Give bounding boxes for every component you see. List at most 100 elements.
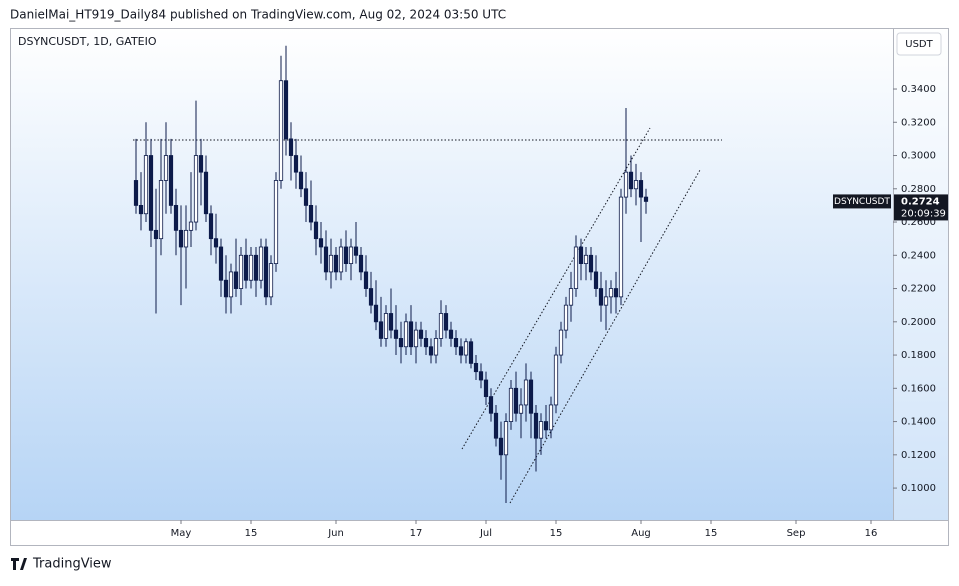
candle-body [208,213,214,240]
candle-body [198,155,204,173]
y-tick-label: 0.2600 [901,217,936,228]
candle-body [583,254,589,265]
candle-body [168,155,174,206]
x-tick-label: Aug [631,528,651,539]
candle-body [503,421,509,456]
candle-body [538,421,544,439]
chart-frame [10,28,949,521]
candle-body [603,296,609,306]
candle-body [143,155,149,215]
y-tick-label: 0.3400 [901,84,936,95]
candle-body [268,263,274,298]
candle-body [333,254,339,273]
candle-body [303,188,309,206]
symbol-tag-label: DSYNCUSDT [834,197,890,207]
candle-body [528,379,534,414]
candle-body [233,271,239,289]
candle-body [463,341,469,356]
candle-body [438,313,444,339]
candle-body [348,246,354,265]
candle-body [578,246,584,265]
x-tick-label: 15 [245,528,258,539]
candle-body [263,246,269,298]
candle-body [398,338,404,348]
candle-body [423,338,429,348]
candle-body [388,313,394,331]
candle-body [618,196,624,298]
candle-body [598,288,604,306]
candle-body [588,254,594,273]
currency-label: USDT [905,39,933,50]
candle-body [173,205,179,231]
candle-body [383,313,389,339]
candle-body [403,321,409,348]
candle-body [533,412,539,439]
candle-body [323,246,329,273]
last-price-tag [894,194,948,221]
chart-title: DSYNCUSDT, 1D, GATEIO [18,35,157,48]
candle-body [273,180,279,265]
channel-upper [461,127,651,450]
candle-body [493,412,499,439]
y-tick-label: 0.1400 [901,417,936,428]
candle-body [298,171,304,190]
y-tick-label: 0.1600 [901,383,936,394]
candle-body [148,155,154,231]
candle-body [543,421,549,431]
candle-body [468,341,474,364]
candle-body [443,313,449,331]
candle-body [163,155,169,181]
price-axis [893,29,948,520]
candle-body [593,271,599,289]
x-tick-label: May [171,528,192,539]
candle-body [628,171,634,190]
x-tick-label: Jul [479,528,492,539]
candle-body [448,329,454,339]
x-tick-label: Sep [787,528,806,539]
candle-body [278,80,284,181]
candle-body [248,254,254,281]
x-tick-label: 16 [865,528,878,539]
y-tick-label: 0.3200 [901,117,936,128]
candle-body [213,238,219,248]
candle-body [478,371,484,381]
candle-body [453,338,459,348]
x-tick-label: 17 [410,528,423,539]
candle-body [288,138,294,156]
candle-body [563,304,569,331]
candle-body [553,354,559,406]
candle-body [218,246,224,281]
candle-body [338,246,344,273]
candle-body [343,246,349,265]
channel-lower [509,169,701,504]
candle-body [373,304,379,323]
currency-button[interactable] [896,32,942,56]
candle-body [193,155,199,223]
y-tick-label: 0.2000 [901,317,936,328]
y-tick-label: 0.1000 [901,483,936,494]
candle-body [483,379,489,398]
candle-body [523,379,529,406]
candle-body [223,279,229,298]
y-tick-label: 0.1200 [901,450,936,461]
candle-body [178,229,184,248]
y-tick-label: 0.3000 [901,151,936,162]
candle-body [458,346,464,356]
candle-body [358,254,364,273]
publisher-line: DanielMai_HT919_Daily84 published on Tra… [10,8,506,22]
last-price-label: 0.2724 [901,196,940,207]
candle-body [408,321,414,348]
candle-body [638,180,644,198]
candle-body [328,254,334,273]
candle-body [138,205,144,215]
candle-body [643,196,649,202]
candle-body [623,171,629,198]
y-tick-label: 0.2800 [901,184,936,195]
candle-body [158,180,164,240]
logo-icon [11,558,27,570]
candle-body [418,329,424,339]
candle-body [153,229,159,240]
candle-body [508,387,514,422]
candle-body [228,271,234,298]
